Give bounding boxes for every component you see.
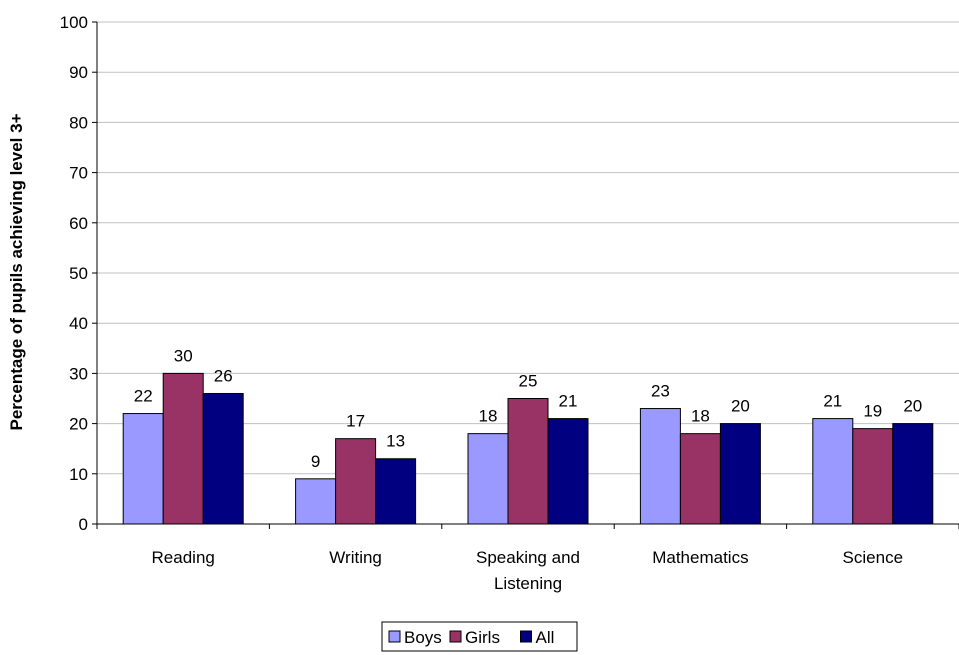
bar-girls [507, 398, 549, 525]
x-tick-label: Speaking and Listening [476, 548, 580, 593]
bar-girls [162, 372, 204, 525]
legend-swatch-boys [388, 630, 401, 643]
y-tick-label: 100 [60, 13, 88, 32]
data-label: 22 [134, 387, 153, 406]
x-tick-label: Writing [329, 548, 382, 567]
data-labels: 22 30 26 9 17 13 18 25 21 23 18 20 21 19 20 [134, 346, 923, 470]
y-tick-label: 90 [69, 63, 88, 82]
bar-girls [335, 438, 377, 525]
data-label: 20 [903, 397, 922, 416]
bar-boys [122, 413, 164, 525]
y-tick-label: 20 [69, 415, 88, 434]
x-tick-label: Science [843, 548, 903, 567]
bar-all [892, 423, 934, 525]
data-label: 18 [479, 407, 498, 426]
y-tick-label: 70 [69, 164, 88, 183]
bar-girls [679, 433, 721, 525]
y-tick-label: 50 [69, 264, 88, 283]
bar-boys [295, 478, 337, 525]
legend-swatch-all [520, 630, 532, 643]
data-label: 13 [386, 432, 405, 451]
y-axis-label: Percentage of pupils achieving level 3+ [7, 113, 26, 430]
bar-boys [812, 418, 854, 525]
x-tick-label: Mathematics [652, 548, 748, 567]
data-label: 17 [346, 412, 365, 431]
data-label: 9 [311, 452, 320, 471]
y-tick-label: 40 [69, 314, 88, 333]
legend: Boys Girls All [381, 621, 578, 652]
y-tick-label: 10 [69, 465, 88, 484]
legend-label-girls: Girls [465, 628, 500, 647]
y-tick-label: 80 [69, 113, 88, 132]
bar-all [375, 458, 417, 525]
bar-boys [467, 433, 509, 525]
legend-label-all: All [536, 628, 555, 647]
data-label: 21 [559, 392, 578, 411]
bar-boys [639, 408, 681, 525]
bar-all [202, 392, 244, 525]
data-label: 20 [731, 397, 750, 416]
data-label: 23 [651, 382, 670, 401]
legend-box [381, 621, 578, 652]
bar-all [719, 423, 761, 525]
data-label: 26 [214, 366, 233, 385]
x-tick-label: Reading [152, 548, 215, 567]
data-label: 19 [863, 402, 882, 421]
bar-girls [852, 428, 894, 525]
data-label: 30 [174, 346, 193, 365]
bar-all [547, 418, 589, 525]
legend-label-boys: Boys [404, 628, 442, 647]
data-label: 18 [691, 407, 710, 426]
legend-swatch-girls [449, 630, 462, 643]
bars [122, 372, 934, 525]
axes: 0 10 20 30 40 50 60 70 80 90 100 Reading Writing Spea… [60, 13, 959, 593]
data-label: 21 [823, 392, 842, 411]
data-label: 25 [519, 372, 538, 391]
y-tick-label: 0 [79, 515, 88, 534]
y-tick-label: 30 [69, 364, 88, 383]
y-tick-label: 60 [69, 214, 88, 233]
